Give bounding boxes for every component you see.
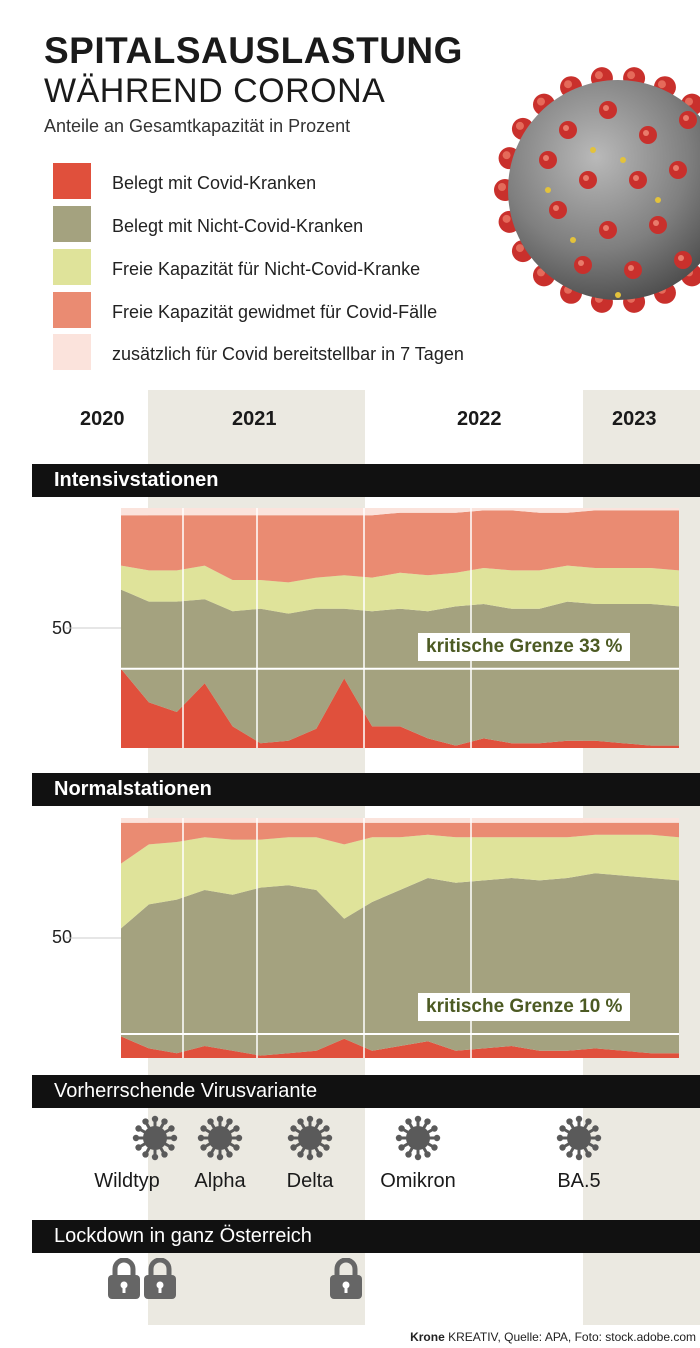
variant-label-ba5: BA.5 [557,1170,601,1192]
normal-ytick-50: 50 [52,927,73,947]
variant-label-delta: Delta [286,1170,334,1192]
page-subtitle: Anteile an Gesamtkapazität in Prozent [44,116,351,136]
icu-area-free-noncovid [121,565,679,614]
variant-label-wildtyp: Wildtyp [94,1170,160,1192]
normal-area-free-noncovid [121,834,679,929]
legend-swatch-free-noncovid [53,249,91,285]
icu-area-covid [121,668,679,748]
virus-icon [197,1115,243,1161]
icu-critical-threshold-label: kritische Grenze 33 % [418,633,631,661]
lock-icon [144,1258,176,1299]
icu-chart [66,508,679,748]
legend-swatch-noncovid [53,206,91,242]
normal-area-covid [121,1036,679,1058]
legend-label-extra-covid: zusätzlich für Covid bereitstellbar in 7… [112,344,464,364]
year-label-2022: 2022 [457,408,502,430]
year-label-2021: 2021 [232,408,277,430]
legend-label-free-covid: Freie Kapazität gewidmet für Covid-Fälle [112,302,438,322]
legend-swatch-extra-covid [53,334,91,370]
year-label-2020: 2020 [80,408,125,430]
lock-icon [330,1258,362,1299]
virus-icon [287,1115,333,1161]
virus-icon [395,1115,441,1161]
legend-label-covid: Belegt mit Covid-Kranken [112,173,317,193]
icu-ytick-50: 50 [52,618,73,638]
legend-swatch-covid [53,163,91,199]
legend-label-noncovid: Belegt mit Nicht-Covid-Kranken [112,216,364,236]
legend-label-free-noncovid: Freie Kapazität für Nicht-Covid-Kranke [112,259,421,279]
section-header-lockdown: Lockdown in ganz Österreich [32,1220,700,1253]
icu-area-noncovid [121,589,679,746]
section-header-variants: Vorherrschende Virusvariante [32,1075,700,1108]
normal-area-extra-covid [121,818,679,823]
normal-area-noncovid [121,873,679,1056]
normal-area-free-covid [121,822,679,864]
year-label-2023: 2023 [612,408,657,430]
page-title-line2: WÄHREND CORONA [44,72,386,110]
variant-label-alpha: Alpha [194,1170,246,1192]
section-header-normal: Normalstationen [32,773,700,806]
normal-critical-threshold-label: kritische Grenze 10 % [418,993,631,1021]
lock-icon [108,1258,140,1299]
credit-brand: Krone [410,1330,445,1344]
page-title: SPITALSAUSLASTUNG [44,30,463,71]
variant-label-omikron: Omikron [380,1170,456,1192]
icu-area-extra-covid [121,508,679,516]
source-credit: Krone KREATIV, Quelle: APA, Foto: stock.… [410,1330,696,1344]
section-header-icu: Intensivstationen [32,464,700,497]
icu-area-free-covid [121,510,679,583]
coronavirus-image [494,67,700,313]
legend-swatch-free-covid [53,292,91,328]
credit-text: KREATIV, Quelle: APA, Foto: stock.adobe.… [444,1330,696,1344]
normal-chart [66,818,679,1058]
virus-icon [132,1115,178,1161]
virus-icon [556,1115,602,1161]
